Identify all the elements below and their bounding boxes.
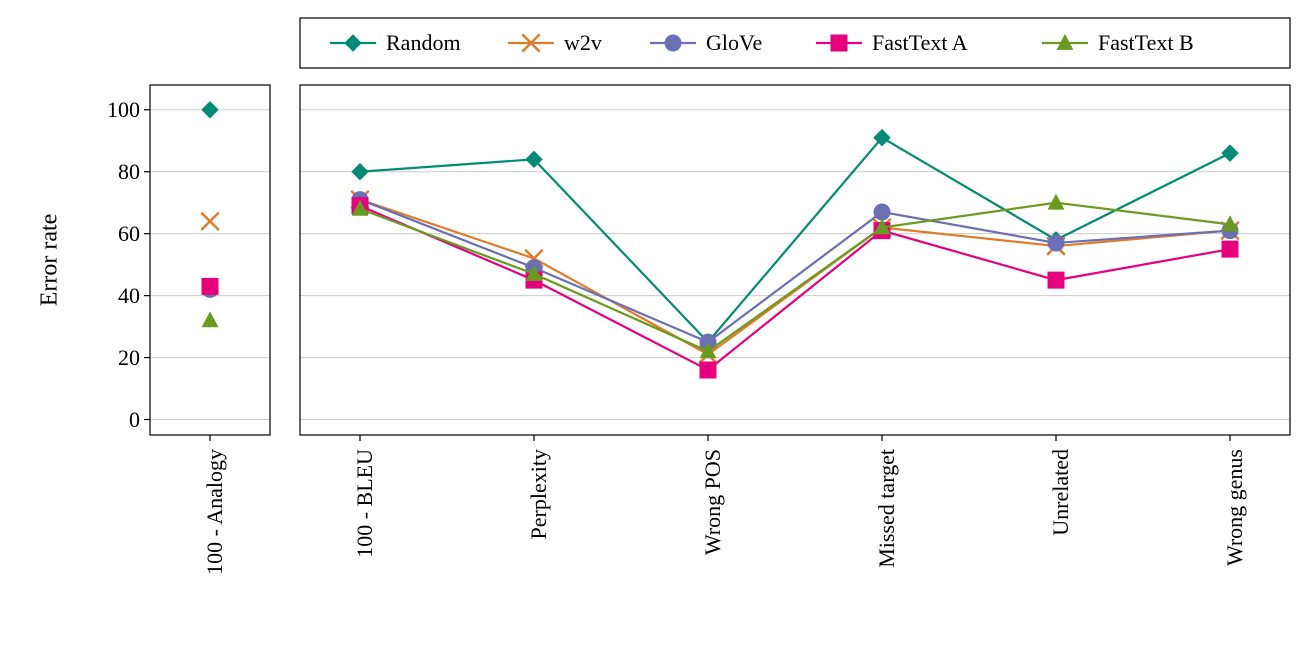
y-axis-title: Error rate [37,214,64,307]
chart-stage: Error rate 020406080100100 - Analogy100 … [0,0,1316,648]
chart-svg [0,0,1316,648]
